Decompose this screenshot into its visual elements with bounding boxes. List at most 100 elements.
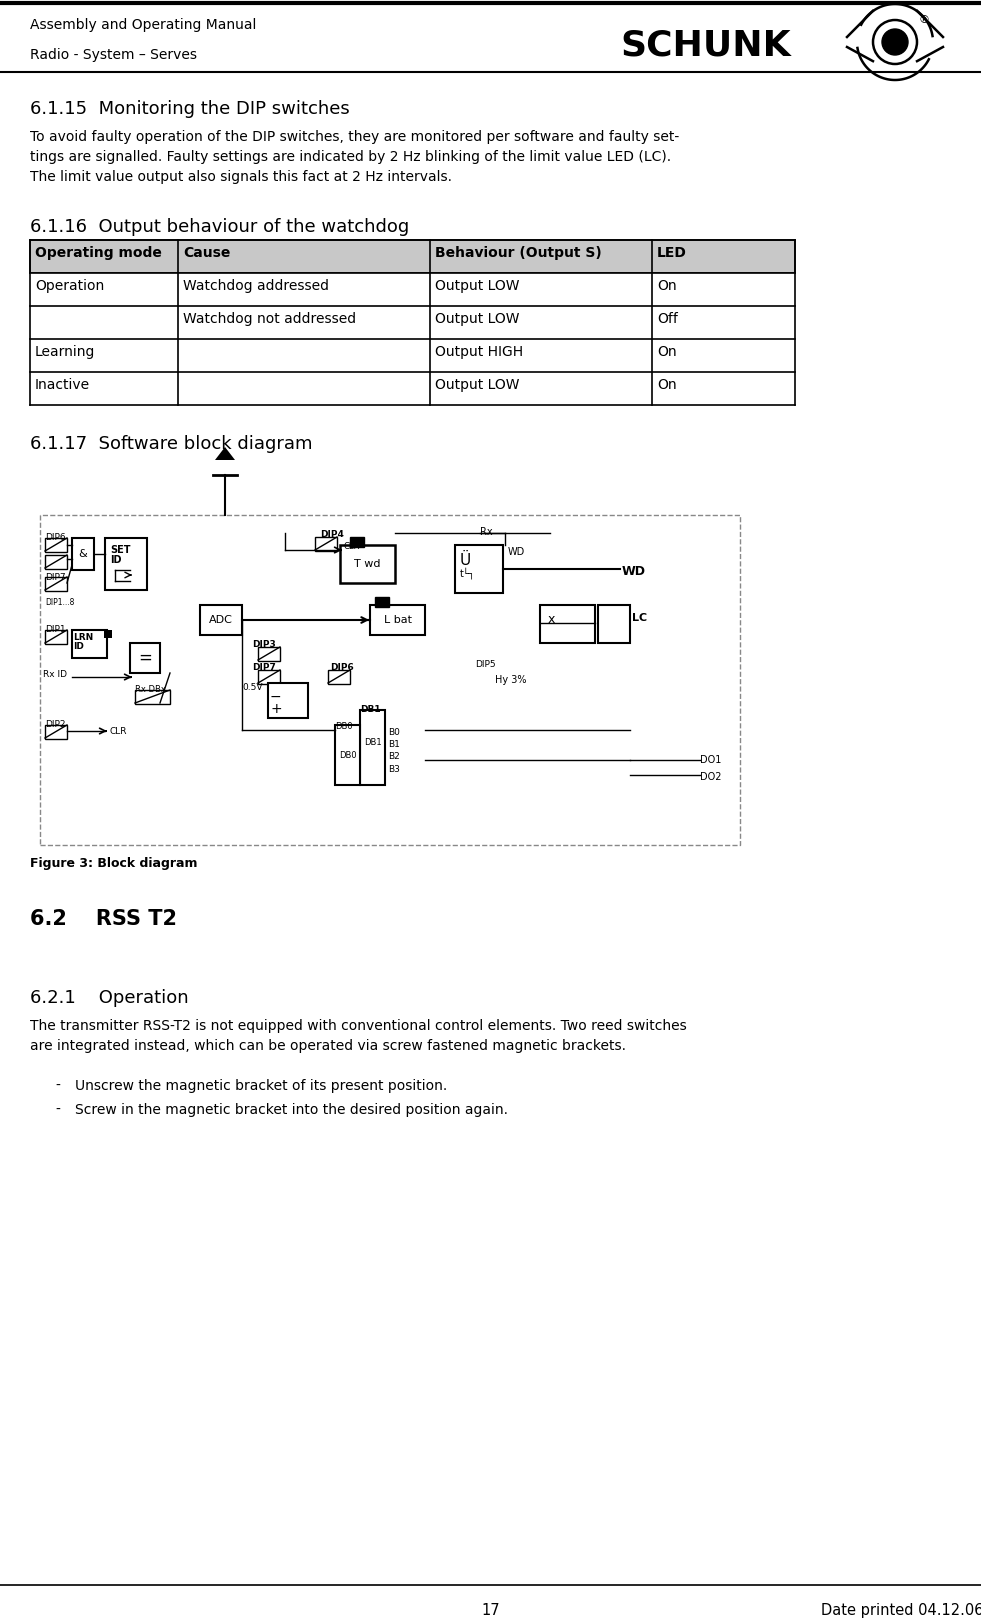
Text: CLR: CLR [110,726,128,736]
Text: DO2: DO2 [700,772,721,781]
Text: The transmitter RSS-T2 is not equipped with conventional control elements. Two r: The transmitter RSS-T2 is not equipped w… [30,1020,687,1033]
Text: DIP6: DIP6 [45,533,66,541]
Text: SET: SET [110,545,130,554]
Text: On: On [657,378,677,392]
Text: DIP1: DIP1 [45,626,66,634]
Bar [135,691,170,704]
Text: DIP1...8: DIP1...8 [45,598,75,606]
Text: Ü: Ü [460,553,471,567]
Bar [540,605,595,644]
Bar [30,306,795,339]
Bar [30,371,795,405]
Bar [45,725,67,739]
Text: Screw in the magnetic bracket into the desired position again.: Screw in the magnetic bracket into the d… [75,1102,508,1117]
Bar [30,339,795,371]
Text: Output LOW: Output LOW [435,311,520,326]
Text: B0: B0 [388,728,400,738]
Text: WD: WD [508,546,525,558]
Text: DIP4: DIP4 [320,530,344,540]
Text: LED: LED [657,246,687,259]
Bar [258,669,280,684]
Text: L bat: L bat [384,614,411,626]
Bar [370,605,425,635]
Text: &: & [78,550,87,559]
Text: DIP6: DIP6 [330,663,354,673]
Bar [104,631,112,639]
Text: T wd: T wd [354,559,381,569]
Text: DB0: DB0 [335,721,352,731]
Text: DIP7: DIP7 [45,572,66,582]
Text: Output LOW: Output LOW [435,279,520,293]
Text: 6.2.1    Operation: 6.2.1 Operation [30,989,188,1007]
Text: Assembly and Operating Manual: Assembly and Operating Manual [30,18,256,32]
Bar [315,537,337,551]
Text: DIP3: DIP3 [252,640,276,648]
Bar [375,597,389,606]
Text: DIP2: DIP2 [45,720,66,729]
Text: LRN: LRN [73,632,93,642]
Bar [30,272,795,306]
Text: Inactive: Inactive [35,378,90,392]
Text: Rx ID: Rx ID [43,669,67,679]
Bar [40,515,740,845]
Bar [30,240,795,272]
Text: Rx DBx: Rx DBx [135,686,166,694]
Bar [335,725,360,785]
Text: -: - [55,1102,60,1117]
Bar [328,669,350,684]
Bar [200,605,242,635]
Text: Rx: Rx [480,527,492,537]
Bar [598,605,630,644]
Text: Watchdog addressed: Watchdog addressed [183,279,329,293]
Bar [268,682,308,718]
Text: B2: B2 [388,752,399,760]
Bar [45,538,67,553]
Text: Output LOW: Output LOW [435,378,520,392]
Text: Unscrew the magnetic bracket of its present position.: Unscrew the magnetic bracket of its pres… [75,1080,447,1093]
Text: B1: B1 [388,741,400,749]
Text: LC: LC [632,613,647,622]
Text: tings are signalled. Faulty settings are indicated by 2 Hz blinking of the limit: tings are signalled. Faulty settings are… [30,151,671,164]
Text: DB1: DB1 [360,705,381,713]
Text: ®: ® [919,15,930,24]
Bar [258,647,280,661]
Text: =: = [138,648,152,666]
Text: ADC: ADC [209,614,232,626]
Text: DIP5: DIP5 [475,660,495,669]
Text: SCHUNK: SCHUNK [620,28,791,62]
Bar [45,554,67,569]
Bar [340,545,395,584]
Text: 6.1.15  Monitoring the DIP switches: 6.1.15 Monitoring the DIP switches [30,101,350,118]
Text: x: x [548,613,555,626]
Text: DIP7: DIP7 [252,663,276,673]
Text: ID: ID [73,642,83,652]
Text: ID: ID [110,554,122,566]
Bar [360,710,385,785]
Text: Hy 3%: Hy 3% [495,674,527,686]
Text: Cause: Cause [183,246,231,259]
Circle shape [882,29,908,55]
Bar [105,538,147,590]
Bar [45,631,67,644]
Polygon shape [215,447,235,460]
Text: WD: WD [622,566,646,579]
Text: t└┐: t└┐ [460,567,476,579]
Text: Learning: Learning [35,345,95,358]
Text: +: + [270,702,282,716]
Text: 6.1.16  Output behaviour of the watchdog: 6.1.16 Output behaviour of the watchdog [30,217,409,237]
Text: Radio - System – Serves: Radio - System – Serves [30,49,197,62]
Bar [72,631,107,658]
Bar [45,577,67,592]
Bar [455,545,503,593]
Text: CLR: CLR [343,541,359,551]
Text: are integrated instead, which can be operated via screw fastened magnetic bracke: are integrated instead, which can be ope… [30,1039,626,1054]
Text: B3: B3 [388,765,400,773]
Text: DB0: DB0 [338,751,356,760]
Text: Watchdog not addressed: Watchdog not addressed [183,311,356,326]
Bar [350,537,364,546]
Text: 17: 17 [482,1603,499,1618]
Text: -: - [55,1080,60,1093]
Text: The limit value output also signals this fact at 2 Hz intervals.: The limit value output also signals this… [30,170,452,185]
Text: 6.1.17  Software block diagram: 6.1.17 Software block diagram [30,434,313,452]
Text: 0.5V: 0.5V [242,682,263,692]
